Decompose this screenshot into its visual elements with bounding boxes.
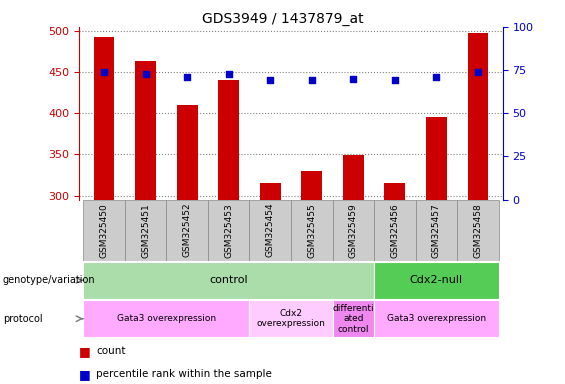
Text: Gata3 overexpression: Gata3 overexpression [117,314,216,323]
Bar [374,262,499,299]
Text: ■: ■ [79,368,91,381]
Text: GSM325457: GSM325457 [432,203,441,258]
Bar [83,262,374,299]
Bar [384,183,405,384]
Point [307,78,316,84]
Text: GSM325454: GSM325454 [266,203,275,257]
Bar [291,200,333,261]
Point [349,76,358,82]
Bar [83,300,249,337]
Bar [301,171,322,384]
Text: differenti
ated
control: differenti ated control [332,304,374,334]
Point [473,69,483,75]
Bar [177,105,198,384]
Text: Gata3 overexpression: Gata3 overexpression [387,314,486,323]
Point [390,78,399,84]
Bar [260,183,281,384]
Text: protocol: protocol [3,314,42,324]
Bar [457,200,499,261]
Text: genotype/variation: genotype/variation [3,275,95,285]
Bar [374,300,499,337]
Text: GDS3949 / 1437879_at: GDS3949 / 1437879_at [202,12,363,25]
Bar [135,61,156,384]
Bar [343,155,364,384]
Point [224,71,233,77]
Point [266,78,275,84]
Bar [125,200,166,261]
Text: Cdx2-null: Cdx2-null [410,275,463,285]
Text: control: control [210,275,248,285]
Text: percentile rank within the sample: percentile rank within the sample [96,369,272,379]
Text: GSM325458: GSM325458 [473,203,483,258]
Bar [416,200,457,261]
Text: GSM325456: GSM325456 [390,203,399,258]
Text: GSM325452: GSM325452 [182,203,192,257]
Bar [468,33,488,384]
Point [99,69,108,75]
Bar [166,200,208,261]
Bar [249,300,333,337]
Bar [208,200,249,261]
Text: GSM325451: GSM325451 [141,203,150,258]
Bar [249,200,291,261]
Bar [333,200,374,261]
Text: GSM325455: GSM325455 [307,203,316,258]
Point [141,71,150,77]
Text: ■: ■ [79,345,91,358]
Text: GSM325453: GSM325453 [224,203,233,258]
Text: GSM325459: GSM325459 [349,203,358,258]
Text: GSM325450: GSM325450 [99,203,108,258]
Point [432,74,441,80]
Bar [333,300,374,337]
Bar [426,118,447,384]
Point [182,74,192,80]
Bar [374,200,416,261]
Bar [83,200,125,261]
Bar [94,37,114,384]
Bar [218,79,239,384]
Text: count: count [96,346,125,356]
Text: Cdx2
overexpression: Cdx2 overexpression [257,309,325,328]
